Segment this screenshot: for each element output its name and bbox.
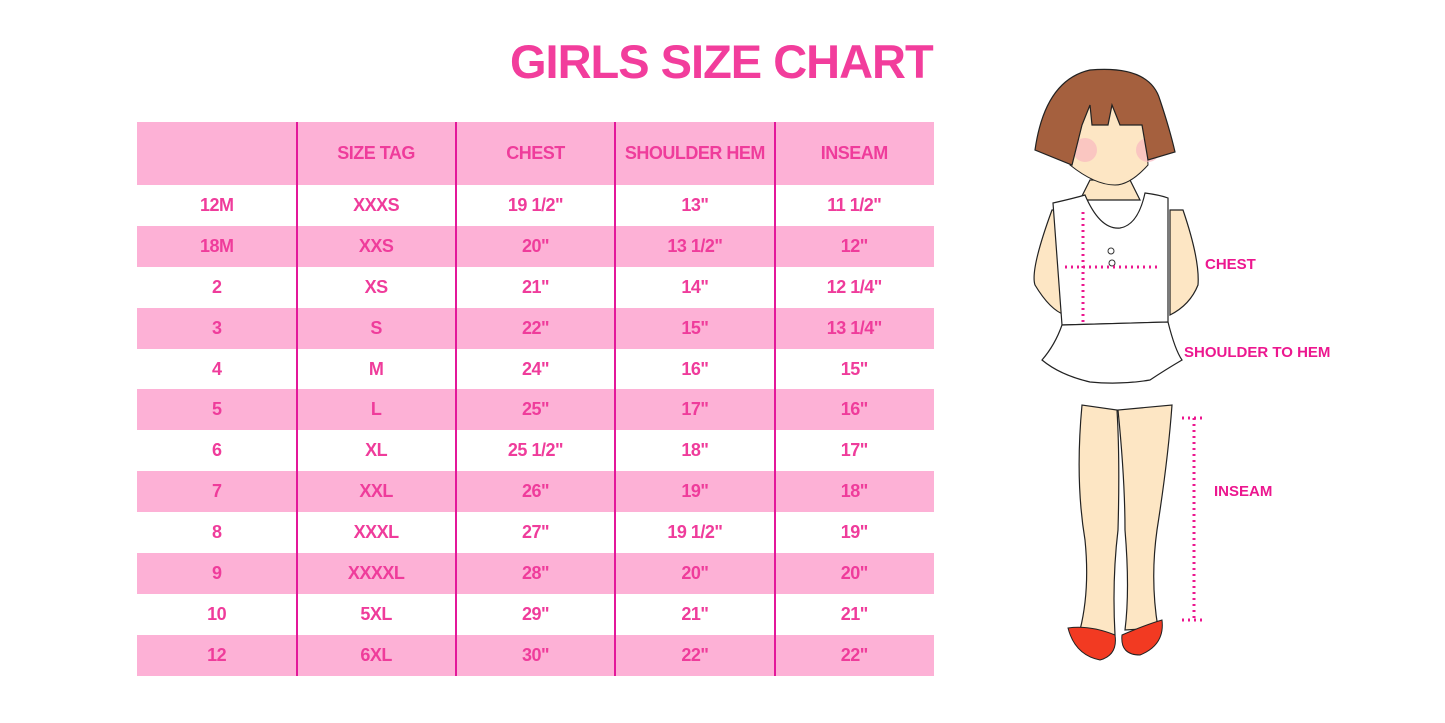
table-cell: 19 1/2": [667, 522, 723, 543]
table-cell: 5XL: [360, 603, 392, 624]
table-cell: 19 1/2": [507, 194, 564, 215]
chest-label: CHEST: [1205, 256, 1256, 273]
page-title: GIRLS SIZE CHART: [510, 35, 934, 88]
table-cell: 25": [521, 399, 550, 420]
table-cell: 14": [681, 276, 709, 297]
table-cell: 21": [840, 603, 869, 624]
table-cell: 6: [211, 440, 222, 461]
table-cell: 20": [840, 562, 869, 583]
table-row: 2 XS 21" 14" 12 1/4": [137, 267, 934, 308]
column-divider: [774, 122, 776, 676]
table-cell: XXXS: [353, 194, 400, 215]
table-row: 12M XXXS 19 1/2" 13" 11 1/2": [137, 185, 934, 226]
column-divider: [614, 122, 616, 676]
table-row: 5 L 25" 17" 16": [137, 389, 934, 431]
table-cell: L: [370, 399, 382, 420]
table-cell: 7: [211, 481, 222, 502]
table-cell: 12 1/4": [826, 276, 883, 297]
table-cell: 21": [681, 603, 709, 624]
column-divider: [455, 122, 457, 676]
table-row: 8 XXXL 27" 19 1/2" 19": [137, 512, 934, 553]
table-cell: 15": [681, 317, 709, 338]
table-cell: 13": [681, 194, 709, 215]
table-cell: 22": [840, 644, 869, 665]
child-figure-icon: [1033, 68, 1202, 661]
table-cell: 13 1/4": [826, 317, 883, 338]
table-row: 3 S 22" 15" 13 1/4": [137, 307, 934, 349]
column-header: SHOULDER HEM: [624, 143, 766, 163]
table-cell: 3: [211, 317, 222, 338]
table-cell: 8: [211, 522, 222, 543]
table-cell: 16": [840, 399, 869, 420]
table-row: 7 XXL 26" 19" 18": [137, 471, 934, 513]
table-cell: XL: [365, 440, 388, 461]
table-cell: XXL: [359, 481, 393, 502]
table-cell: 19": [840, 522, 869, 543]
table-cell: 16": [681, 358, 709, 379]
table-cell: 26": [521, 481, 550, 502]
table-row: 12 6XL 30" 22" 22": [137, 634, 934, 676]
table-cell: XXS: [358, 235, 394, 256]
table-cell: 19": [681, 481, 709, 502]
column-divider: [296, 122, 298, 676]
table-cell: 12M: [199, 194, 234, 215]
table-cell: 17": [681, 399, 709, 420]
table-cell: S: [370, 317, 382, 338]
table-cell: 9: [211, 562, 222, 583]
table-cell: 18": [681, 440, 709, 461]
table-cell: XXXL: [353, 522, 400, 543]
child-measurement-illustration: CHEST SHOULDER TO HEM INSEAM: [1020, 60, 1380, 670]
table-cell: 12": [840, 235, 869, 256]
table-header-row: SIZE TAG CHEST SHOULDER HEM INSEAM: [137, 122, 934, 185]
table-cell: 13 1/2": [667, 235, 723, 256]
table-row: 18M XXS 20" 13 1/2" 12": [137, 225, 934, 267]
table-cell: 6XL: [360, 644, 392, 665]
table-row: 10 5XL 29" 21" 21": [137, 594, 934, 635]
table-cell: 20": [681, 562, 709, 583]
table-cell: 27": [521, 522, 550, 543]
table-cell: 11 1/2": [827, 194, 882, 215]
size-table: SIZE TAG CHEST SHOULDER HEM INSEAM 12M XXXS 19…: [137, 122, 934, 676]
table-cell: 5: [211, 399, 222, 420]
shoulder-to-hem-label: SHOULDER TO HEM: [1184, 344, 1331, 361]
table-cell: 22": [681, 644, 709, 665]
column-header: CHEST: [506, 143, 565, 163]
table-cell: 30": [521, 644, 550, 665]
table-cell: 17": [840, 440, 869, 461]
table-cell: 22": [521, 317, 550, 338]
table-row: 6 XL 25 1/2" 18" 17": [137, 430, 934, 471]
table-cell: M: [368, 358, 384, 379]
table-cell: 25 1/2": [507, 440, 564, 461]
table-cell: 15": [840, 358, 869, 379]
table-cell: 2: [211, 276, 222, 297]
column-header: SIZE TAG: [337, 143, 415, 163]
table-cell: 12: [207, 644, 227, 665]
table-row: 4 M 24" 16" 15": [137, 349, 934, 390]
table-cell: 18M: [199, 235, 234, 256]
table-cell: 4: [211, 358, 222, 379]
table-cell: XS: [364, 276, 389, 297]
table-cell: 18": [840, 481, 869, 502]
table-row: 9 XXXXL 28" 20" 20": [137, 553, 934, 594]
table-cell: 28": [521, 562, 550, 583]
table-cell: 29": [521, 603, 550, 624]
table-cell: 21": [521, 276, 550, 297]
table-cell: XXXXL: [347, 562, 405, 583]
table-cell: 24": [521, 358, 550, 379]
inseam-label: INSEAM: [1214, 483, 1273, 500]
column-header: INSEAM: [820, 143, 889, 163]
table-cell: 20": [521, 235, 550, 256]
table-cell: 10: [207, 603, 227, 624]
